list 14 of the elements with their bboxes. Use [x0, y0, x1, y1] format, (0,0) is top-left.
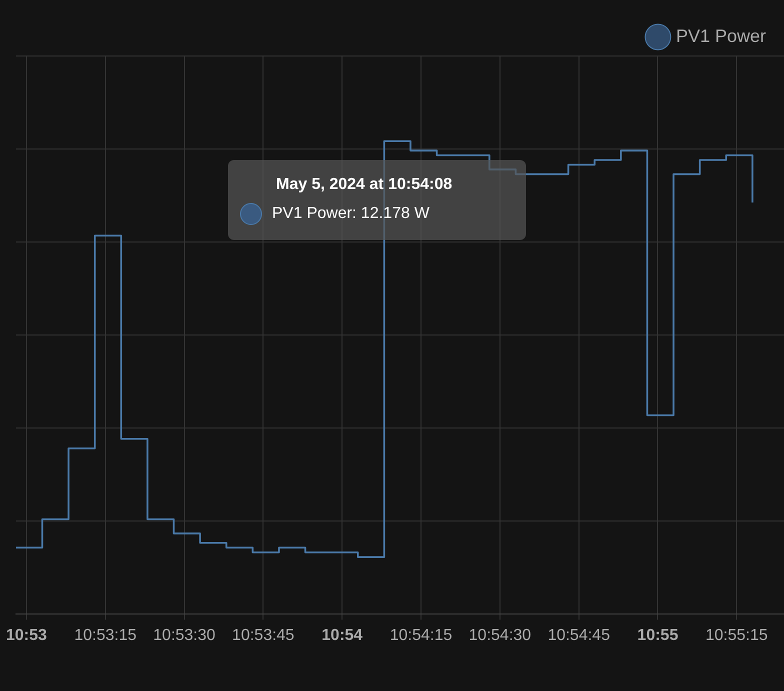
annotation: May 5, 2024 at 10:54:08	[276, 176, 454, 194]
x-tick-label: 10:54:45	[548, 626, 610, 644]
x-tick-label: 10:54	[322, 626, 363, 644]
legend-label: PV1 Power	[676, 26, 766, 46]
x-tick-label: 10:55	[637, 626, 678, 644]
x-tick-label: 10:53	[6, 626, 48, 644]
x-tick-label: 10:54:15	[390, 626, 452, 644]
tooltip: May 5, 2024 at 10:54:08 PV1 Power: 12.178 W	[228, 160, 526, 240]
annotation: PV1 Power: 12.178 W	[272, 204, 430, 224]
x-tick-label: 10:53:45	[232, 626, 294, 644]
x-tick-label: 10:54:30	[468, 626, 532, 644]
x-tick-label: 10:53:30	[153, 626, 216, 644]
x-tick-label: 10:55:15	[706, 626, 768, 644]
x-tick-label: 10:53:15	[74, 626, 137, 644]
